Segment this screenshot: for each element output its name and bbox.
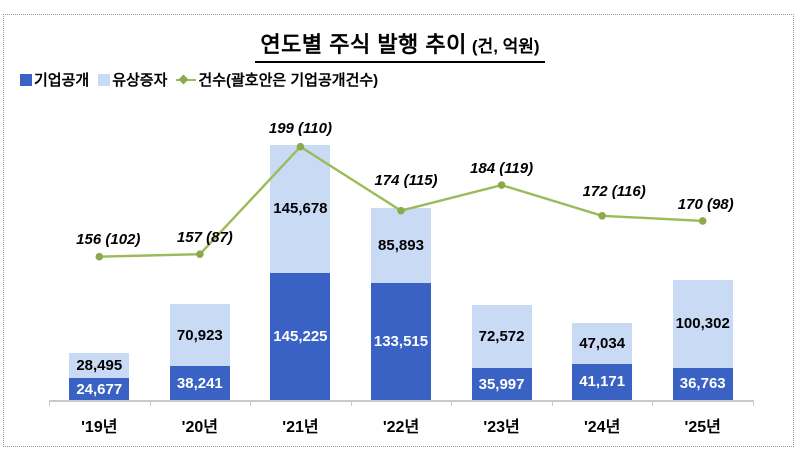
axis-tick-1 — [149, 400, 151, 406]
axis-tick-7 — [753, 400, 754, 406]
chart-title-underline: 연도별 주식 발행 추이 (건, 억원) — [255, 27, 545, 63]
bar-segment-rights-6 — [672, 279, 733, 368]
chart-title: 연도별 주식 발행 추이 (건, 억원) — [0, 27, 800, 63]
axis-tick-0 — [49, 400, 50, 406]
chart-title-unit: (건, 억원) — [471, 37, 540, 56]
chart-legend: 기업공개 유상증자 건수(괄호안은 기업공개건수) — [20, 69, 378, 90]
axis-tick-4 — [451, 400, 453, 406]
bar-segment-ipo-2 — [270, 272, 331, 400]
legend-label-rights: 유상증자 — [112, 72, 168, 89]
rights-swatch-icon — [98, 73, 111, 86]
x-axis-label-3: '22년 — [382, 419, 420, 436]
bar-label-ipo-1: 38,241 — [176, 374, 223, 392]
axis-tick-3 — [350, 400, 352, 406]
axis-tick-5 — [551, 400, 553, 406]
bar-label-rights-3: 85,893 — [378, 236, 424, 254]
line-point-0 — [95, 252, 104, 261]
x-axis-label-6: '25년 — [684, 419, 721, 436]
bar-label-ipo-5: 41,171 — [579, 373, 626, 391]
legend-item-count: 건수(괄호안은 기업공개건수) — [176, 69, 378, 90]
bar-label-ipo-3: 133,515 — [373, 332, 429, 350]
bar-label-rights-4: 72,572 — [478, 328, 525, 346]
line-label-0: 156 (102) — [76, 230, 141, 248]
bar-label-rights-5: 47,034 — [579, 334, 626, 352]
bar-segment-ipo-4 — [471, 368, 532, 400]
line-label-5: 172 (116) — [582, 182, 646, 200]
line-label-1: 157 (87) — [176, 229, 233, 247]
bar-label-ipo-6: 36,763 — [679, 375, 726, 393]
bar-label-ipo-4: 35,997 — [478, 375, 525, 393]
line-label-4: 184 (119) — [470, 160, 534, 178]
bar-segment-ipo-5 — [572, 363, 633, 400]
bar-segment-ipo-3 — [371, 282, 431, 400]
line-label-2: 199 (110) — [268, 119, 332, 137]
bar-label-ipo-2: 145,225 — [273, 327, 328, 345]
x-axis-label-4: '23년 — [483, 419, 520, 436]
bar-segment-rights-4 — [471, 304, 532, 369]
bar-segment-ipo-0 — [69, 378, 130, 400]
line-point-6 — [698, 217, 707, 225]
x-axis-label-5: '24년 — [583, 419, 621, 436]
line-label-3: 174 (115) — [374, 171, 438, 189]
legend-label-ipo: 기업공개 — [34, 72, 90, 89]
x-axis-line — [49, 400, 753, 402]
bar-label-rights-6: 100,302 — [675, 315, 730, 333]
bar-segment-rights-0 — [69, 353, 130, 379]
line-marker-icon — [176, 74, 197, 86]
bar-label-rights-1: 70,923 — [176, 326, 223, 344]
line-point-1 — [196, 250, 204, 258]
x-axis-label-0: '19년 — [81, 419, 118, 436]
bar-segment-ipo-6 — [672, 367, 733, 400]
line-point-5 — [598, 212, 606, 220]
bar-segment-ipo-1 — [169, 366, 230, 400]
x-axis-label-2: '21년 — [282, 419, 319, 436]
bar-segment-rights-1 — [169, 304, 230, 367]
line-label-6: 170 (98) — [677, 195, 734, 213]
bar-label-rights-0: 28,495 — [76, 357, 123, 375]
legend-item-rights: 유상증자 — [98, 69, 167, 90]
legend-item-ipo: 기업공개 — [20, 69, 89, 90]
bar-label-ipo-0: 24,677 — [76, 380, 123, 398]
x-axis-label-1: '20년 — [181, 419, 219, 436]
legend-label-count: 건수(괄호안은 기업공개건수) — [198, 72, 379, 89]
axis-tick-6 — [652, 400, 654, 406]
ipo-swatch-icon — [20, 73, 32, 86]
axis-tick-2 — [250, 400, 252, 406]
bar-label-rights-2: 145,678 — [273, 200, 328, 218]
line-point-4 — [497, 181, 506, 189]
bar-segment-rights-5 — [572, 322, 633, 364]
chart-title-text: 연도별 주식 발행 추이 — [260, 32, 467, 57]
